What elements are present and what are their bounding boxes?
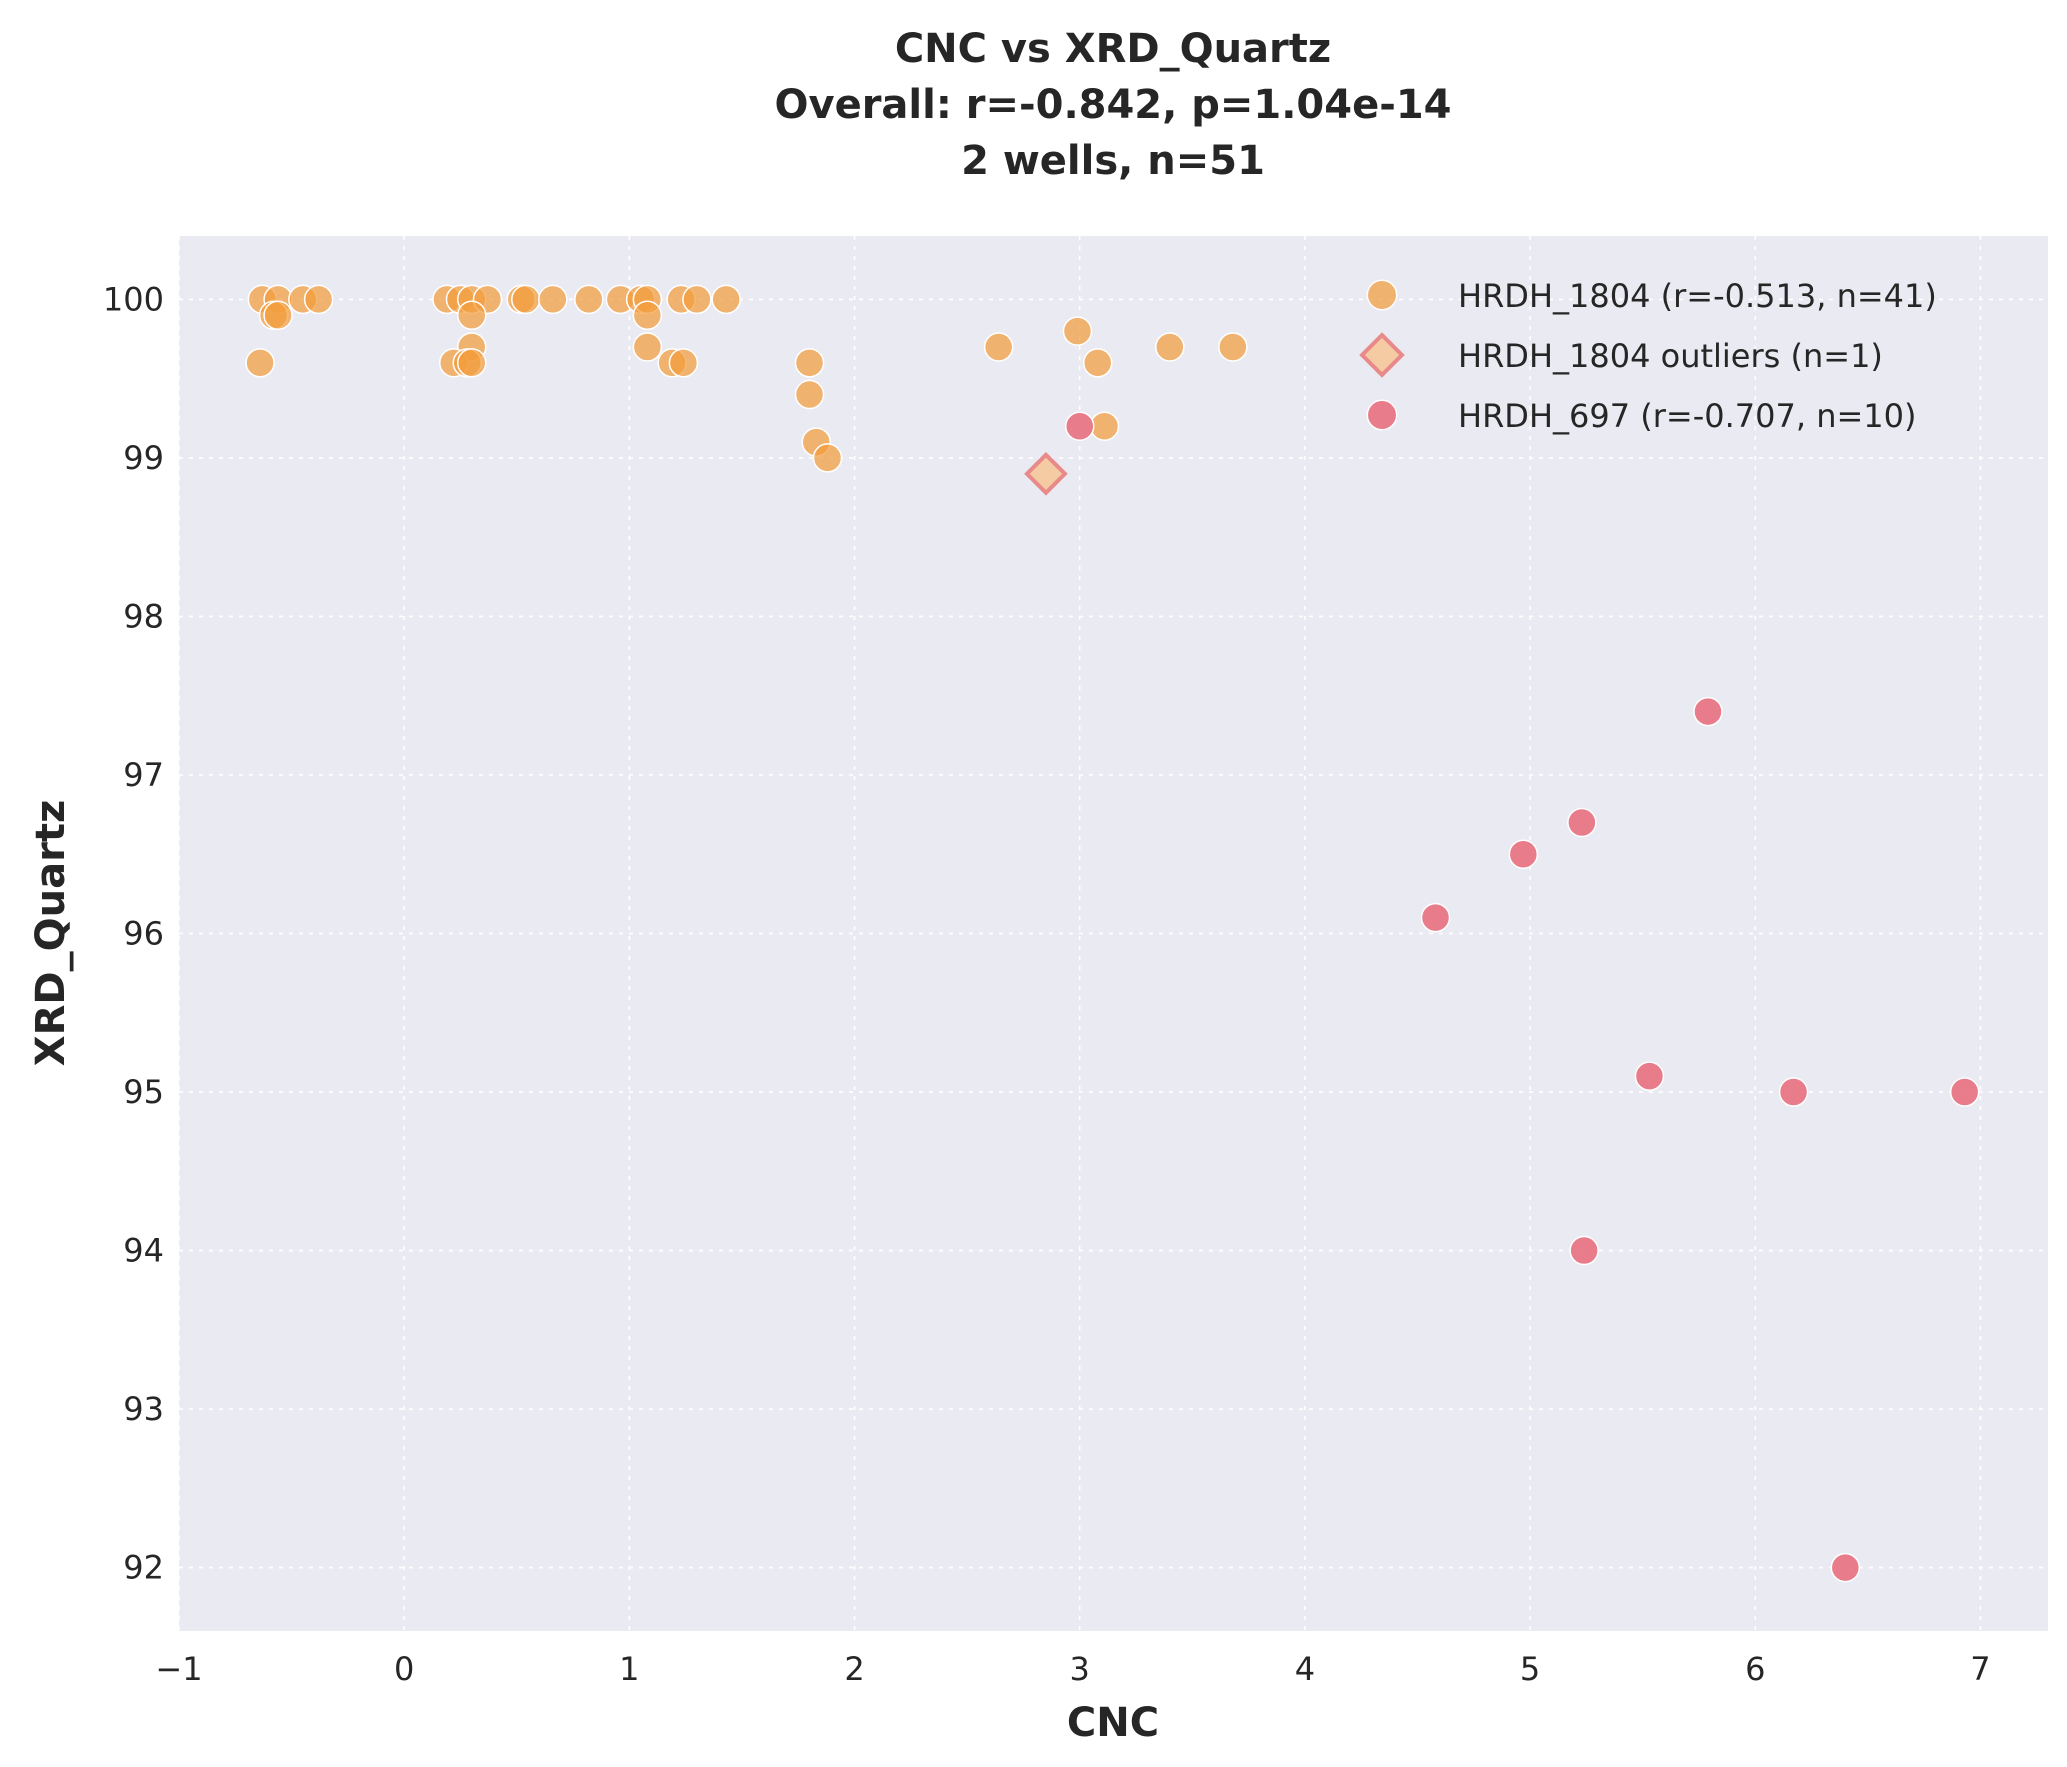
data-point-series-0 [1218, 332, 1248, 362]
data-point-series-2 [1569, 1235, 1599, 1266]
data-point-series-0 [1082, 348, 1113, 378]
legend-marker-2 [1366, 399, 1398, 431]
data-point-series-0 [538, 284, 568, 315]
chart-title-line-1: CNC vs XRD_Quartz [895, 26, 1331, 72]
data-point-series-0 [794, 379, 825, 410]
data-point-series-0 [794, 348, 825, 378]
data-point-series-2 [1420, 902, 1451, 933]
data-point-series-2 [1693, 696, 1723, 727]
x-tick-label: 3 [1070, 1650, 1090, 1688]
legend-marker-0 [1366, 279, 1398, 311]
data-point-series-0 [263, 300, 293, 331]
chart-title-line-3: 2 wells, n=51 [961, 138, 1265, 184]
data-point-series-0 [983, 332, 1014, 362]
legend-label-1: HRDH_1804 outliers (n=1) [1458, 337, 1883, 375]
x-tick-label: 6 [1745, 1650, 1765, 1688]
x-axis-ticks: −1 0 1 2 3 4 5 6 7 [155, 1650, 1990, 1688]
y-tick-label: 93 [123, 1390, 164, 1428]
legend-label-0: HRDH_1804 (r=-0.513, n=41) [1458, 277, 1937, 315]
chart-title-line-2: Overall: r=-0.842, p=1.04e-14 [775, 82, 1452, 128]
y-tick-label: 94 [123, 1232, 164, 1270]
y-tick-label: 95 [123, 1073, 164, 1111]
data-point-series-2 [1508, 839, 1539, 869]
data-point-series-0 [711, 284, 741, 315]
data-points [245, 284, 1980, 1583]
x-tick-label: 2 [844, 1650, 864, 1688]
y-tick-label: 96 [123, 915, 164, 953]
data-point-series-0 [682, 284, 712, 315]
data-point-series-2 [1778, 1077, 1809, 1107]
data-point-series-0 [668, 348, 699, 378]
data-point-series-0 [1062, 316, 1093, 346]
data-point-series-2 [1949, 1077, 1980, 1107]
data-point-series-1 [1024, 451, 1068, 496]
y-axis-label: XRD_Quartz [28, 800, 74, 1066]
y-tick-label: 100 [103, 280, 164, 318]
legend-label-2: HRDH_697 (r=-0.707, n=10) [1458, 397, 1917, 435]
y-tick-label: 98 [123, 597, 164, 635]
legend: HRDH_1804 (r=-0.513, n=41) HRDH_1804 outl… [1359, 277, 1937, 435]
y-axis-ticks: 92 93 94 95 96 97 98 99 100 [103, 280, 164, 1586]
data-point-series-0 [1155, 332, 1185, 362]
data-point-series-2 [1567, 807, 1597, 838]
x-tick-label: 7 [1970, 1650, 1990, 1688]
x-axis-label: CNC [1067, 1700, 1159, 1746]
data-point-series-2 [1830, 1552, 1861, 1583]
x-tick-label: 4 [1295, 1650, 1315, 1688]
data-point-series-0 [511, 284, 541, 315]
y-tick-label: 99 [123, 439, 164, 477]
data-point-series-0 [456, 348, 487, 378]
data-point-series-0 [574, 284, 604, 315]
y-tick-label: 92 [123, 1549, 164, 1587]
data-point-series-0 [812, 443, 843, 473]
x-tick-label: −1 [155, 1650, 202, 1688]
y-tick-label: 97 [123, 756, 164, 794]
x-tick-label: 5 [1520, 1650, 1540, 1688]
data-point-series-2 [1064, 411, 1095, 441]
data-point-series-0 [632, 332, 663, 362]
data-point-series-0 [632, 300, 663, 331]
data-point-series-0 [303, 284, 334, 315]
x-tick-label: 1 [619, 1650, 639, 1688]
x-tick-label: 0 [394, 1650, 414, 1688]
data-point-series-2 [1634, 1061, 1665, 1091]
data-point-series-0 [245, 348, 275, 378]
legend-marker-1 [1359, 332, 1405, 378]
data-point-series-0 [456, 300, 487, 331]
data-point-series-0 [1089, 411, 1120, 441]
